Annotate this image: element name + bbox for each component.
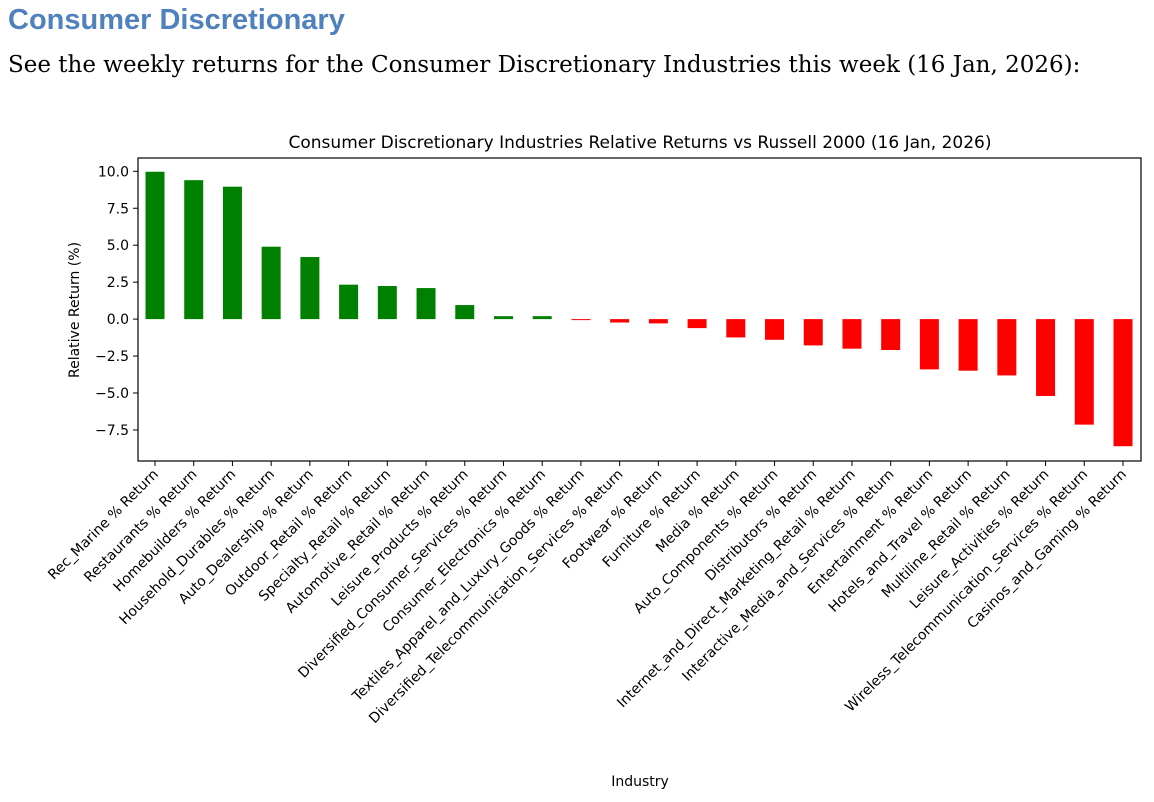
bar	[261, 246, 281, 320]
bar	[1036, 319, 1056, 396]
bar	[377, 285, 397, 320]
bar	[532, 316, 552, 320]
y-tick-label: 5.0	[107, 238, 129, 254]
y-tick-label: 10.0	[98, 164, 129, 180]
bar	[842, 319, 862, 349]
bar	[339, 284, 359, 320]
y-axis-label: Relative Return (%)	[67, 242, 83, 378]
bar	[455, 305, 475, 320]
bar	[222, 186, 242, 320]
y-tick-label: 0.0	[107, 312, 129, 328]
bar	[145, 171, 165, 320]
chart-title: Consumer Discretionary Industries Relati…	[289, 133, 992, 153]
bar	[300, 257, 320, 320]
bar	[571, 319, 591, 321]
x-tick-label: Diversified_Telecommunication_Services %…	[366, 467, 626, 727]
bar	[919, 319, 939, 370]
bar	[184, 180, 204, 320]
x-axis-label: Industry	[611, 774, 669, 790]
bar	[1113, 319, 1133, 447]
section-heading: Consumer Discretionary	[8, 4, 345, 36]
plot-frame	[137, 157, 1142, 462]
bar	[765, 319, 785, 340]
bar	[648, 319, 668, 324]
bar	[1074, 319, 1094, 425]
bar	[610, 319, 630, 323]
y-tick-label: −7.5	[95, 423, 129, 439]
y-tick-label: −2.5	[95, 349, 129, 365]
bar	[881, 319, 901, 350]
intro-text: See the weekly returns for the Consumer …	[8, 52, 1081, 78]
bar	[687, 319, 707, 329]
bar	[958, 319, 978, 371]
y-tick-label: −5.0	[95, 386, 129, 402]
bar	[493, 316, 513, 320]
bar	[416, 288, 436, 320]
bar	[803, 319, 823, 346]
bar	[726, 319, 746, 338]
bar	[997, 319, 1017, 376]
y-tick-label: 2.5	[107, 275, 129, 291]
y-tick-label: 7.5	[107, 201, 129, 217]
